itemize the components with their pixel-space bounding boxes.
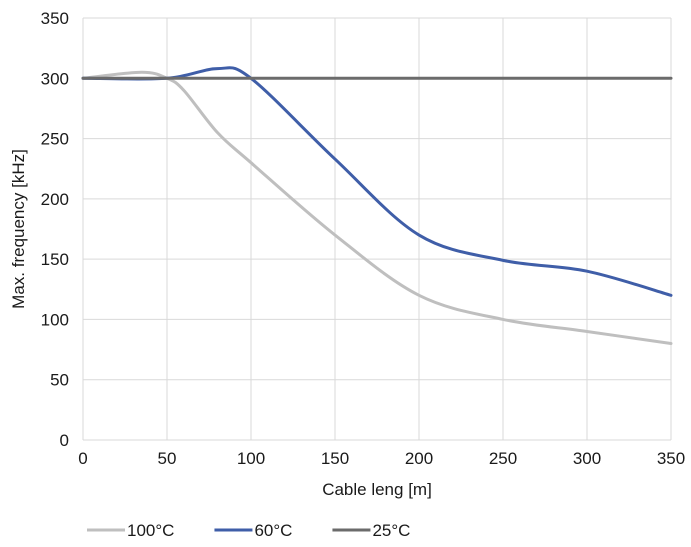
legend-item: 25°C xyxy=(332,521,410,540)
y-tick-label: 100 xyxy=(41,310,69,329)
x-tick-label: 150 xyxy=(321,449,349,468)
x-tick-label: 250 xyxy=(489,449,517,468)
y-tick-label: 300 xyxy=(41,69,69,88)
legend: 100°C 60°C 25°C xyxy=(87,521,410,540)
series-group xyxy=(81,66,673,346)
y-tick-label: 250 xyxy=(41,130,69,149)
x-tick-label: 300 xyxy=(573,449,601,468)
x-tick-label: 0 xyxy=(78,449,87,468)
legend-item: 60°C xyxy=(214,521,292,540)
y-axis-title: Max. frequency [kHz] xyxy=(9,149,28,309)
y-tick-label: 200 xyxy=(41,190,69,209)
legend-label: 100°C xyxy=(127,521,174,540)
x-tick-label: 100 xyxy=(237,449,265,468)
legend-label: 25°C xyxy=(372,521,410,540)
y-tick-label: 350 xyxy=(41,9,69,28)
legend-label: 60°C xyxy=(254,521,292,540)
x-tick-label: 200 xyxy=(405,449,433,468)
y-tick-label: 150 xyxy=(41,250,69,269)
y-tick-label: 50 xyxy=(50,371,69,390)
tick-labels: 0 50 100 150 200 250 300 350 0 50 100 150 200 250 300 3… xyxy=(41,9,686,468)
series-line-60c xyxy=(81,66,673,297)
x-axis-title: Cable leng [m] xyxy=(322,480,432,499)
y-tick-label: 0 xyxy=(60,431,69,450)
x-tick-label: 50 xyxy=(158,449,177,468)
series-line-100c xyxy=(81,70,673,346)
legend-item: 100°C xyxy=(87,521,174,540)
x-tick-label: 350 xyxy=(657,449,685,468)
